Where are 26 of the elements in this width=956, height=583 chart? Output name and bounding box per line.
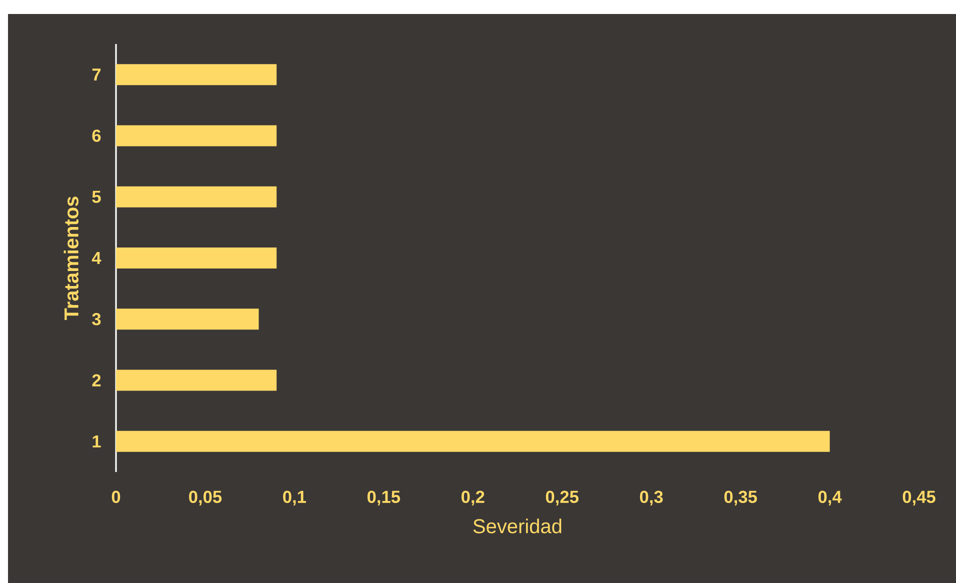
x-tick-label: 0,25 <box>546 490 579 506</box>
y-tick-label: 7 <box>92 68 101 81</box>
y-tick-label: 1 <box>92 435 101 448</box>
y-tick-label: 5 <box>92 190 101 203</box>
y-tick-label: 6 <box>92 130 101 142</box>
bar <box>116 64 277 86</box>
y-tick-label: 4 <box>92 252 102 264</box>
x-axis-title: Severidad <box>473 518 562 534</box>
x-tick-label: 0,4 <box>818 490 842 506</box>
bar <box>116 430 830 452</box>
x-tick-label: 0,1 <box>283 490 306 506</box>
x-tick-label: 0,35 <box>724 490 757 506</box>
y-tick-label: 2 <box>92 374 101 386</box>
y-axis-title: Tratamientos <box>64 196 78 320</box>
x-tick-label: 0,05 <box>189 490 222 506</box>
x-tick-label: 0,3 <box>640 490 663 506</box>
bar <box>116 248 277 269</box>
x-tick-label: 0,2 <box>462 490 484 506</box>
y-tick-label: 3 <box>92 313 101 326</box>
x-tick-label: 0 <box>112 490 120 503</box>
bar <box>116 370 277 391</box>
bar <box>116 308 259 330</box>
x-tick-label: 0,15 <box>367 490 400 506</box>
x-tick-label: 0,45 <box>902 490 936 506</box>
bar <box>116 125 277 146</box>
bar <box>116 186 277 208</box>
